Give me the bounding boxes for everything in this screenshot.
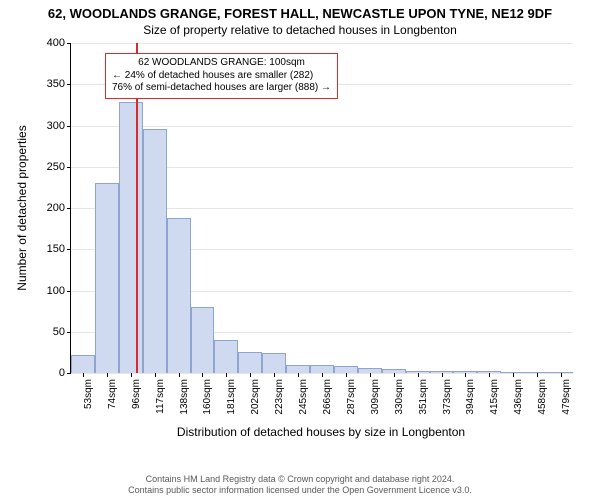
plot-area: 05010015020025030035040053sqm74sqm96sqm1… — [70, 43, 573, 374]
y-tick-label: 50 — [53, 326, 65, 338]
x-tick-label: 223sqm — [274, 379, 285, 415]
y-tick-label: 200 — [47, 202, 65, 214]
histogram-bar — [71, 355, 95, 373]
x-tick-label: 330sqm — [394, 379, 405, 415]
x-tick-label: 160sqm — [202, 379, 213, 415]
x-tick-label: 74sqm — [107, 379, 118, 409]
y-tick-label: 350 — [47, 78, 65, 90]
chart-title-sub: Size of property relative to detached ho… — [0, 21, 600, 37]
x-tick-label: 245sqm — [298, 379, 309, 415]
histogram-bar — [286, 365, 310, 373]
x-tick-label: 266sqm — [322, 379, 333, 415]
x-tick-label: 202sqm — [250, 379, 261, 415]
x-tick-label: 309sqm — [370, 379, 381, 415]
y-tick-label: 300 — [47, 120, 65, 132]
y-tick-label: 0 — [59, 367, 65, 379]
x-tick-label: 138sqm — [179, 379, 190, 415]
histogram-bar — [191, 307, 215, 373]
annotation-line: 76% of semi-detached houses are larger (… — [112, 82, 331, 95]
x-tick-label: 436sqm — [513, 379, 524, 415]
chart-title-main: 62, WOODLANDS GRANGE, FOREST HALL, NEWCA… — [0, 0, 600, 21]
x-tick-label: 373sqm — [442, 379, 453, 415]
histogram-bar — [310, 365, 334, 373]
x-tick-label: 351sqm — [418, 379, 429, 415]
annotation-line: 62 WOODLANDS GRANGE: 100sqm — [112, 57, 331, 70]
y-axis-label: Number of detached properties — [15, 125, 29, 290]
histogram-bar — [119, 102, 143, 373]
annotation-callout: 62 WOODLANDS GRANGE: 100sqm← 24% of deta… — [105, 53, 338, 99]
histogram-bar — [143, 129, 167, 373]
y-tick-label: 150 — [47, 243, 65, 255]
x-tick-label: 458sqm — [537, 379, 548, 415]
footer-line-2: Contains public sector information licen… — [0, 485, 600, 496]
gridline — [71, 126, 573, 127]
x-tick-label: 53sqm — [83, 379, 94, 409]
y-tick-label: 100 — [47, 285, 65, 297]
x-tick-label: 415sqm — [489, 379, 500, 415]
histogram-bar — [95, 183, 119, 373]
x-tick-label: 181sqm — [226, 379, 237, 415]
footer-line-1: Contains HM Land Registry data © Crown c… — [0, 474, 600, 485]
x-axis-label: Distribution of detached houses by size … — [177, 425, 465, 439]
x-tick-label: 394sqm — [465, 379, 476, 415]
gridline — [71, 43, 573, 44]
histogram-bar — [238, 352, 262, 373]
histogram-bar — [262, 353, 286, 373]
x-tick-label: 96sqm — [131, 379, 142, 409]
x-tick-label: 287sqm — [346, 379, 357, 415]
copyright-footer: Contains HM Land Registry data © Crown c… — [0, 474, 600, 497]
y-tick-label: 400 — [47, 37, 65, 49]
x-tick-label: 479sqm — [561, 379, 572, 415]
histogram-bar — [214, 340, 238, 373]
chart-container: 0 50 100 150 200 250 300 350 400 53sqm 74sqm 96sqm 1… — [0, 37, 600, 457]
histogram-bar — [167, 218, 191, 373]
x-tick-label: 117sqm — [155, 379, 166, 414]
y-tick-label: 250 — [47, 161, 65, 173]
annotation-line: ← 24% of detached houses are smaller (28… — [112, 70, 331, 83]
histogram-bar — [334, 366, 358, 373]
